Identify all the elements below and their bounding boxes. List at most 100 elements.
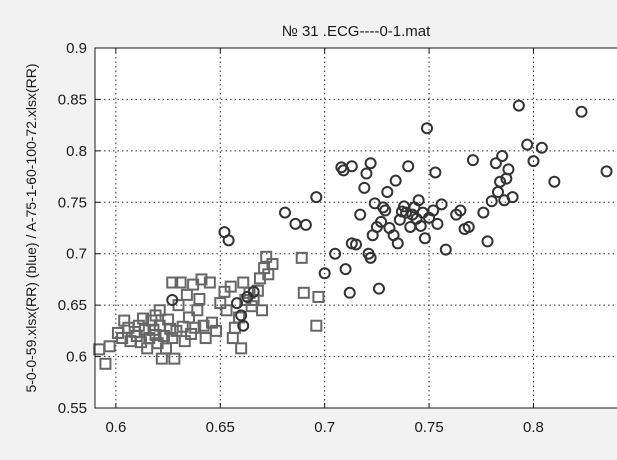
- circle-marker: [379, 204, 392, 217]
- square-marker: [168, 352, 181, 365]
- circle-marker: [222, 234, 235, 247]
- circle-marker: [496, 150, 509, 162]
- circle-marker: [393, 213, 406, 226]
- square-marker: [237, 276, 250, 289]
- circle-marker: [299, 218, 312, 231]
- data-markers: [93, 99, 613, 370]
- circle-marker: [477, 206, 490, 219]
- circle-marker: [400, 206, 413, 219]
- square-marker: [116, 332, 129, 345]
- square-marker: [310, 319, 323, 332]
- circle-marker: [414, 219, 427, 232]
- circle-marker: [339, 263, 352, 276]
- circle-marker: [402, 160, 415, 173]
- circle-marker: [600, 165, 613, 178]
- circle-marker: [431, 217, 444, 230]
- square-marker: [195, 273, 208, 286]
- circle-marker: [412, 194, 425, 207]
- y-tick-label: 0.55: [58, 400, 87, 417]
- square-marker: [210, 324, 223, 337]
- y-tick-label: 0.75: [58, 194, 87, 211]
- circle-marker: [420, 122, 433, 135]
- circle-marker: [481, 235, 494, 248]
- square-marker: [137, 312, 150, 325]
- square-marker: [99, 357, 112, 370]
- circle-marker: [575, 105, 588, 118]
- circle-marker: [247, 285, 260, 298]
- square-marker: [260, 250, 273, 263]
- circle-marker: [462, 220, 475, 233]
- circle-marker: [345, 160, 358, 173]
- y-tick-label: 0.8: [66, 143, 87, 160]
- square-marker: [189, 321, 202, 334]
- square-marker: [197, 319, 210, 332]
- square-marker: [166, 276, 179, 289]
- axis-ticks: [95, 47, 534, 409]
- square-marker: [174, 276, 187, 289]
- circle-marker: [329, 247, 342, 260]
- square-marker: [266, 258, 279, 270]
- square-marker: [157, 330, 170, 342]
- square-marker: [193, 292, 206, 305]
- square-marker: [295, 251, 308, 264]
- circle-marker: [318, 267, 331, 280]
- circle-marker: [375, 215, 388, 228]
- circle-marker: [391, 237, 404, 250]
- circle-marker: [310, 191, 323, 204]
- circle-marker: [372, 282, 385, 295]
- x-tick-label: 0.65: [206, 419, 235, 436]
- circle-marker: [527, 155, 540, 168]
- square-marker: [312, 290, 325, 303]
- square-marker: [203, 276, 216, 289]
- square-marker: [199, 332, 212, 345]
- circle-marker: [389, 174, 402, 187]
- square-marker: [178, 335, 191, 348]
- x-tick-label: 0.6: [105, 419, 126, 436]
- circle-marker: [435, 198, 448, 211]
- x-tick-labels: 0.6 0.65 0.7 0.75 0.8: [105, 419, 543, 436]
- circle-marker: [364, 251, 377, 264]
- circle-marker: [354, 208, 367, 221]
- square-marker: [256, 304, 269, 317]
- square-marker: [191, 304, 204, 317]
- circle-marker: [427, 204, 440, 217]
- circle-marker: [381, 186, 394, 198]
- square-marker: [235, 342, 248, 355]
- axes-frame: [94, 47, 617, 409]
- square-marker: [220, 304, 233, 317]
- circle-marker: [485, 195, 498, 208]
- y-tick-label: 0.9: [66, 40, 87, 57]
- circle-marker: [350, 238, 362, 251]
- circle-marker: [506, 191, 519, 204]
- circle-marker: [502, 163, 515, 176]
- square-marker: [180, 288, 193, 301]
- square-marker: [176, 320, 189, 333]
- circle-marker: [521, 138, 534, 151]
- chart-title: № 31 .ECG----0-1.mat: [282, 23, 431, 40]
- y-axis-label: 5-0-0-59.xlsx(RR) (blue) / A-75-1-60-100…: [23, 63, 39, 392]
- square-marker: [182, 311, 195, 324]
- square-marker: [214, 297, 227, 310]
- circle-marker: [364, 157, 377, 170]
- circle-marker: [512, 99, 525, 112]
- x-tick-label: 0.8: [523, 419, 544, 436]
- square-marker: [297, 286, 310, 299]
- x-tick-label: 0.7: [314, 419, 335, 436]
- circle-marker: [494, 175, 507, 188]
- circle-marker: [279, 206, 292, 219]
- circle-marker: [166, 294, 179, 306]
- circle-marker: [230, 297, 243, 310]
- circle-marker: [237, 319, 250, 332]
- circle-marker: [439, 243, 452, 256]
- square-marker: [224, 280, 237, 293]
- y-tick-label: 0.65: [58, 297, 87, 314]
- circle-marker: [358, 181, 371, 194]
- circle-marker: [429, 166, 442, 179]
- circle-marker: [454, 204, 467, 217]
- square-marker: [103, 340, 116, 353]
- square-marker: [153, 304, 166, 317]
- circle-marker: [343, 286, 356, 299]
- y-tick-label: 0.85: [58, 91, 87, 108]
